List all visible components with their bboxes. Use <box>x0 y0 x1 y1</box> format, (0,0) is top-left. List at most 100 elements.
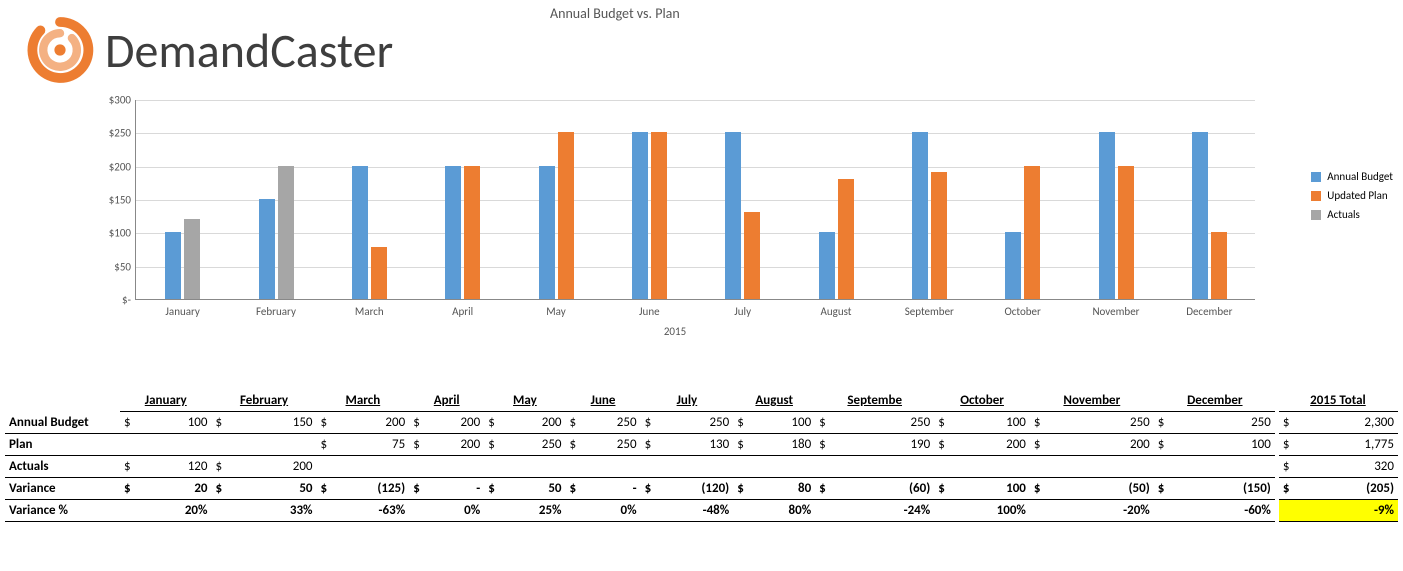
bar <box>651 132 667 299</box>
table-column-header: June <box>566 390 641 412</box>
bar <box>1211 232 1227 299</box>
table-corner <box>5 390 120 412</box>
bar <box>819 232 835 299</box>
legend-swatch <box>1311 191 1321 201</box>
currency-symbol-cell <box>484 456 499 478</box>
currency-symbol-cell <box>815 500 830 522</box>
currency-symbol-cell <box>484 500 499 522</box>
row-label: Variance <box>5 478 120 500</box>
table-row: Variance$20$50$(125)$-$50$-$(120)$80$(60… <box>5 478 1398 500</box>
ytick-label: $50 <box>96 260 131 273</box>
table-total-cell: 320 <box>1293 456 1398 478</box>
bar <box>278 166 294 299</box>
budget-table: JanuaryFebruaryMarchAprilMayJuneJulyAugu… <box>5 390 1398 522</box>
table-row: Variance %20%33%-63%0%25%0%-48%80%-24%10… <box>5 500 1398 522</box>
table-cell: 130 <box>655 434 733 456</box>
table-cell: 150 <box>226 412 316 434</box>
table-column-header: Septembe <box>815 390 934 412</box>
currency-symbol-cell: $ <box>733 434 748 456</box>
bar <box>539 166 555 299</box>
table-cell: 200 <box>226 456 316 478</box>
currency-symbol-cell <box>641 500 656 522</box>
swirl-icon <box>25 15 95 85</box>
currency-symbol-cell: $ <box>641 478 656 500</box>
bar-group <box>632 132 667 299</box>
gridline <box>136 200 1255 201</box>
bar <box>1099 132 1115 299</box>
xtick-label: August <box>789 305 882 318</box>
table-column-header: March <box>317 390 410 412</box>
table-cell: 50 <box>499 478 566 500</box>
table-total-cell: 2,300 <box>1293 412 1398 434</box>
xtick-label: March <box>323 305 416 318</box>
table-column-header: January <box>120 390 212 412</box>
ytick-label: $200 <box>96 160 131 173</box>
table-cell: (125) <box>331 478 409 500</box>
currency-symbol-cell <box>815 456 830 478</box>
currency-symbol-cell: $ <box>566 478 581 500</box>
table-total-cell: (205) <box>1293 478 1398 500</box>
table-column-header: August <box>733 390 815 412</box>
bar <box>1005 232 1021 299</box>
table-cell: 190 <box>830 434 934 456</box>
budget-chart: $-$50$100$150$200$250$300JanuaryFebruary… <box>95 100 1255 340</box>
bar-group <box>259 166 294 299</box>
bar <box>165 232 181 299</box>
legend-swatch <box>1311 210 1321 220</box>
legend-item: Actuals <box>1311 208 1393 221</box>
currency-symbol-cell <box>120 434 135 456</box>
currency-symbol-cell: $ <box>317 478 332 500</box>
table-cell: 200 <box>424 434 484 456</box>
brand-logo: DemandCaster <box>25 15 393 85</box>
ytick-label: $100 <box>96 227 131 240</box>
currency-symbol-cell <box>641 456 656 478</box>
bar-group <box>1192 132 1227 299</box>
table-cell: 100 <box>1168 434 1277 456</box>
legend-swatch <box>1311 172 1321 182</box>
table-column-header: May <box>484 390 565 412</box>
table-row: Plan$75$200$250$250$130$180$190$200$200$… <box>5 434 1398 456</box>
currency-symbol-cell: $ <box>1277 434 1294 456</box>
table-cell: 180 <box>748 434 815 456</box>
currency-symbol-cell <box>409 500 424 522</box>
currency-symbol-cell: $ <box>1030 412 1045 434</box>
currency-symbol-cell <box>566 500 581 522</box>
gridline <box>136 233 1255 234</box>
bar-group <box>725 132 760 299</box>
row-label: Plan <box>5 434 120 456</box>
currency-symbol-cell <box>212 500 227 522</box>
table-cell: 25% <box>499 500 566 522</box>
bar <box>1118 166 1134 299</box>
table-column-header: July <box>641 390 734 412</box>
legend-label: Actuals <box>1327 208 1360 221</box>
table-total-cell: 1,775 <box>1293 434 1398 456</box>
currency-symbol-cell <box>120 500 135 522</box>
chart-legend: Annual Budget Updated Plan Actuals <box>1311 170 1393 227</box>
legend-item: Annual Budget <box>1311 170 1393 183</box>
currency-symbol-cell: $ <box>120 456 135 478</box>
xtick-label: February <box>229 305 322 318</box>
bar <box>464 166 480 299</box>
table-cell <box>830 456 934 478</box>
currency-symbol-cell: $ <box>934 412 949 434</box>
table-cell: 80% <box>748 500 815 522</box>
currency-symbol-cell <box>1030 456 1045 478</box>
bar-group <box>819 179 854 299</box>
table-cell: 250 <box>830 412 934 434</box>
table-cell: (150) <box>1168 478 1277 500</box>
currency-symbol-cell: $ <box>1277 478 1294 500</box>
bar <box>445 166 461 299</box>
xtick-label: July <box>696 305 789 318</box>
table-cell: -48% <box>655 500 733 522</box>
currency-symbol-cell: $ <box>934 478 949 500</box>
currency-symbol-cell: $ <box>1277 456 1294 478</box>
currency-symbol-cell <box>566 456 581 478</box>
table-column-header: October <box>934 390 1030 412</box>
table-cell: 200 <box>331 412 409 434</box>
gridline <box>136 167 1255 168</box>
ytick-label: $300 <box>96 94 131 107</box>
table-cell <box>1044 456 1153 478</box>
table-cell <box>135 434 212 456</box>
table-cell: - <box>580 478 640 500</box>
legend-item: Updated Plan <box>1311 189 1393 202</box>
